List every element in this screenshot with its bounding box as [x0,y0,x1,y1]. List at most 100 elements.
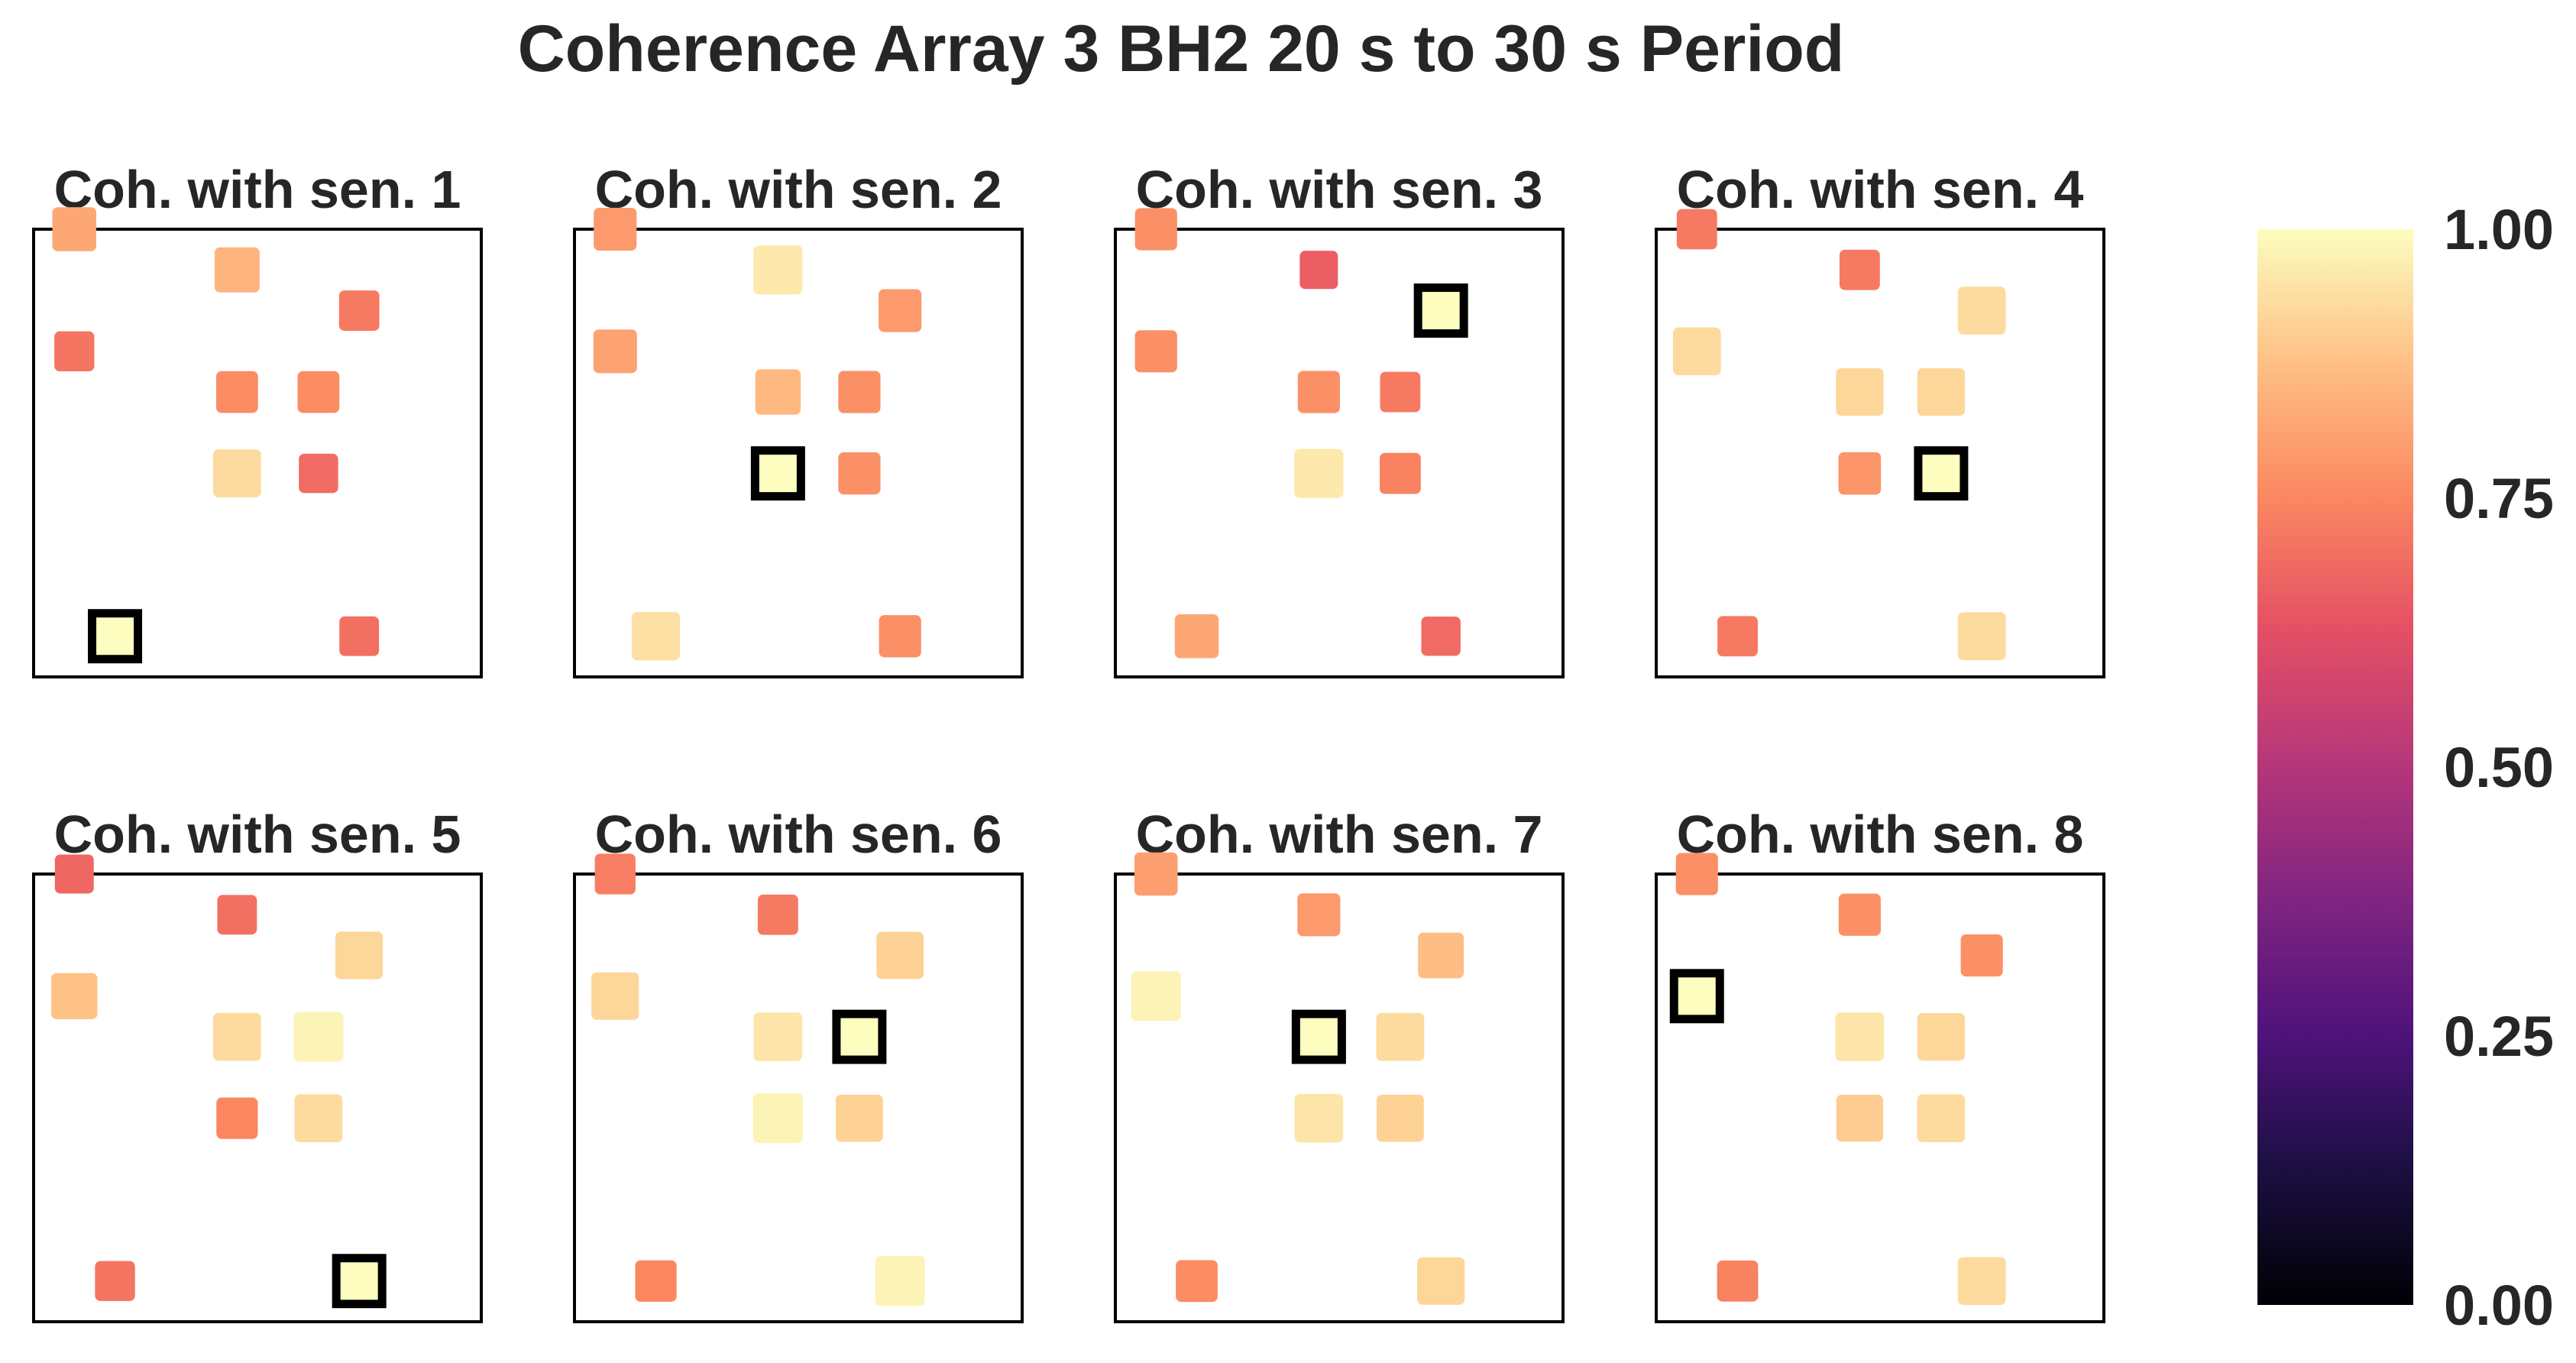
panel-5: Coh. with sen. 5 [32,805,483,1323]
sensor-8-marker [1131,971,1181,1021]
sensor-5-marker [1957,612,2006,661]
panel-3: Coh. with sen. 3 [1114,160,1565,678]
sensor-6-marker [1380,371,1421,413]
sensor-10-marker [1675,853,1718,895]
sensor-5-marker [875,1256,925,1306]
sensor-5-marker [339,616,380,656]
sensor-7-marker [216,371,258,413]
panel-title: Coh. with sen. 2 [595,160,1002,219]
sensor-1-marker [1717,616,1758,657]
reference-sensor-marker [1669,969,1724,1024]
colorbar-tick-label: 1.00 [2444,198,2554,261]
sensor-6-marker [293,1012,344,1062]
sensor-10-marker [594,207,637,251]
panel-title: Coh. with sen. 1 [54,160,461,219]
sensor-9-marker [1839,249,1880,290]
reference-sensor-marker [1413,283,1468,338]
panel-4: Coh. with sen. 4 [1655,160,2105,678]
colorbar: 0.00 0.25 0.50 0.75 1.00 [2257,198,2554,1337]
panel-frame [32,873,483,1323]
sensor-9-marker [753,245,803,295]
sensor-4-marker [294,1094,343,1142]
figure-title: Coherence Array 3 BH2 20 s to 30 s Perio… [518,12,1845,86]
sensor-7-marker [213,1012,261,1061]
sensor-2-marker [1838,452,1882,495]
sensor-5-marker [1421,617,1461,656]
sensor-3-marker [335,931,383,979]
sensor-2-marker [213,449,261,497]
sensor-3-marker [1418,932,1464,979]
sensor-4-marker [1380,452,1421,494]
sensor-7-marker [755,369,801,415]
sensor-2-marker [1294,448,1344,498]
sensor-4-marker [299,453,338,494]
sensor-2-marker [1294,1093,1344,1143]
panel-8: Coh. with sen. 8 [1655,805,2105,1323]
panel-title: Coh. with sen. 8 [1677,805,2084,864]
panel-7: Coh. with sen. 7 [1114,805,1565,1323]
sensor-8-marker [1672,327,1721,376]
sensor-7-marker [1835,1012,1885,1061]
reference-sensor-marker [88,609,143,664]
sensor-2-marker [216,1097,258,1139]
sensor-3-marker [879,289,922,332]
sensor-4-marker [836,1094,883,1142]
sensor-8-marker [1134,330,1177,373]
sensor-8-marker [51,973,98,1019]
reference-sensor-marker [332,1254,387,1309]
sensor-5-marker [879,615,921,658]
panel-title: Coh. with sen. 3 [1136,160,1543,219]
sensor-9-marker [217,895,257,935]
sensor-10-marker [594,853,636,895]
sensor-1-marker [635,1260,677,1302]
reference-sensor-marker [750,446,805,501]
sensor-9-marker [1299,251,1338,290]
panel-6: Coh. with sen. 6 [573,805,1024,1323]
sensor-1-marker [95,1261,135,1301]
sensor-4-marker [838,452,881,495]
sensor-8-marker [593,329,637,374]
sensor-7-marker [753,1012,803,1061]
sensor-8-marker [54,331,95,371]
colorbar-tick-label: 0.75 [2444,467,2554,530]
sensor-2-marker [1836,1094,1884,1142]
panel-title: Coh. with sen. 4 [1677,160,2084,219]
sensor-6-marker [297,371,340,413]
panel-frame [1655,228,2105,678]
panel-title: Coh. with sen. 7 [1136,805,1543,864]
colorbar-tick-label: 0.00 [2444,1274,2554,1337]
sensor-8-marker [591,972,639,1020]
sensor-9-marker [1838,893,1881,936]
sensor-7-marker [1297,371,1340,413]
reference-sensor-marker [832,1009,887,1064]
sensor-1-marker [1176,1260,1218,1303]
sensor-10-marker [54,854,94,894]
sensor-3-marker [1960,934,2003,977]
sensor-3-marker [1957,287,2006,335]
sensor-7-marker [1836,367,1884,416]
sensor-9-marker [214,247,260,293]
sensor-1-marker [1717,1260,1759,1302]
sensor-3-marker [876,931,924,979]
colorbar-tick-label: 0.50 [2444,736,2554,799]
sensor-10-marker [52,207,97,251]
sensor-4-marker [1377,1094,1424,1142]
sensor-3-marker [338,290,380,331]
sensor-10-marker [1134,208,1177,251]
panel-title: Coh. with sen. 6 [595,805,1002,864]
sensor-5-marker [1957,1257,2006,1306]
panels-group: Coh. with sen. 1 Coh. with sen. 2 Coh. wit… [32,160,2105,1323]
sensor-6-marker [1917,367,1966,416]
sensor-10-marker [1134,852,1178,896]
panel-2: Coh. with sen. 2 [573,160,1024,678]
panel-title: Coh. with sen. 5 [54,805,461,864]
colorbar-tick-label: 0.25 [2444,1005,2554,1068]
sensor-6-marker [1917,1012,1966,1061]
panel-1: Coh. with sen. 1 [32,160,483,678]
reference-sensor-marker [1914,446,1969,501]
sensor-2-marker [752,1093,803,1144]
sensor-4-marker [1917,1094,1966,1142]
sensor-1-marker [631,612,681,661]
sensor-5-marker [1417,1257,1465,1305]
